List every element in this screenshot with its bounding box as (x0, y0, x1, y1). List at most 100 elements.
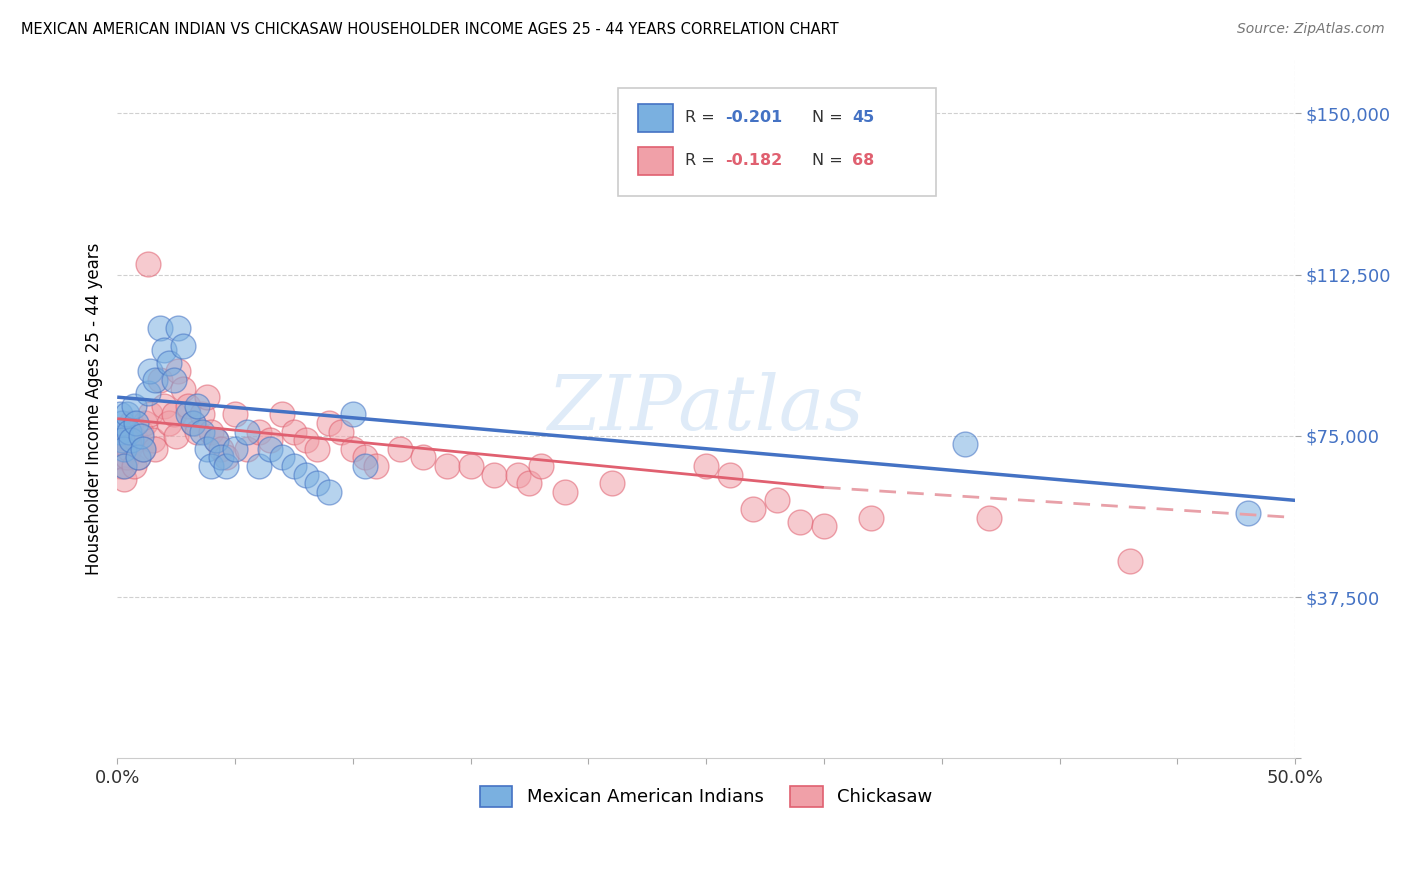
Point (129, 425, 152, 439)
Point (283, 458, 305, 473)
Point (186, 425, 208, 439)
Point (789, 515, 811, 529)
Point (412, 450, 434, 465)
FancyBboxPatch shape (638, 103, 673, 132)
Point (506, 467, 529, 482)
Point (111, 433, 134, 447)
Point (112, 472, 135, 486)
Point (860, 510, 883, 524)
Point (143, 442, 166, 456)
Point (224, 408, 246, 422)
Point (165, 429, 187, 443)
Point (205, 433, 228, 447)
Point (111, 450, 134, 465)
Text: MEXICAN AMERICAN INDIAN VS CHICKASAW HOUSEHOLDER INCOME AGES 25 - 44 YEARS CORRE: MEXICAN AMERICAN INDIAN VS CHICKASAW HOU… (21, 22, 839, 37)
Point (125, 433, 148, 447)
Point (259, 433, 281, 447)
Text: Source: ZipAtlas.com: Source: ZipAtlas.com (1237, 22, 1385, 37)
Point (141, 433, 163, 447)
Point (353, 458, 375, 473)
Point (247, 425, 270, 439)
Point (519, 476, 541, 491)
Point (177, 408, 200, 422)
Point (318, 416, 340, 430)
Point (977, 510, 1000, 524)
Point (330, 425, 353, 439)
Point (200, 425, 222, 439)
Point (134, 416, 156, 430)
Point (482, 467, 505, 482)
Point (205, 433, 228, 447)
Point (115, 408, 138, 422)
Point (139, 364, 162, 378)
Text: N =: N = (813, 153, 848, 169)
Point (214, 450, 236, 465)
Point (271, 408, 294, 422)
Point (136, 257, 159, 271)
Point (259, 442, 281, 456)
Point (153, 399, 176, 413)
Point (136, 385, 159, 400)
Point (108, 425, 131, 439)
Point (530, 458, 553, 473)
Point (167, 321, 190, 335)
Point (127, 450, 149, 465)
Point (111, 429, 134, 443)
Point (149, 321, 172, 335)
Point (120, 416, 142, 430)
Point (177, 399, 200, 413)
Text: 68: 68 (852, 153, 875, 169)
Point (307, 442, 329, 456)
Point (112, 458, 135, 473)
FancyBboxPatch shape (617, 87, 936, 196)
Point (172, 382, 194, 396)
Point (236, 442, 259, 456)
Point (118, 442, 141, 456)
FancyBboxPatch shape (638, 147, 673, 175)
Point (108, 442, 131, 456)
Text: R =: R = (685, 153, 720, 169)
Point (172, 338, 194, 352)
Point (181, 416, 204, 430)
Y-axis label: Householder Income Ages 25 - 44 years: Householder Income Ages 25 - 44 years (86, 243, 103, 575)
Point (742, 502, 765, 516)
Point (342, 408, 364, 422)
Point (132, 442, 155, 456)
Point (209, 450, 232, 465)
Text: 45: 45 (852, 110, 875, 125)
Point (294, 433, 316, 447)
Point (118, 425, 141, 439)
Point (200, 458, 222, 473)
Point (1119, 553, 1142, 567)
Text: N =: N = (813, 110, 848, 125)
Point (167, 364, 190, 378)
Text: -0.182: -0.182 (725, 153, 782, 169)
Text: R =: R = (685, 110, 720, 125)
Point (195, 390, 218, 404)
Point (695, 458, 717, 473)
Point (366, 458, 388, 473)
Point (153, 343, 176, 357)
Point (181, 416, 204, 430)
Point (214, 458, 236, 473)
Point (149, 373, 172, 387)
Point (111, 416, 134, 430)
Point (108, 408, 131, 422)
Point (129, 429, 152, 443)
Point (127, 450, 149, 465)
Point (191, 425, 214, 439)
Point (554, 484, 576, 499)
Point (157, 416, 180, 430)
Point (460, 458, 482, 473)
Point (132, 442, 155, 456)
Point (115, 433, 138, 447)
Point (122, 458, 145, 473)
Point (436, 458, 458, 473)
Point (209, 442, 232, 456)
Point (765, 493, 787, 508)
Point (388, 442, 411, 456)
Point (143, 373, 166, 387)
Point (813, 519, 835, 533)
Point (115, 450, 138, 465)
Legend: Mexican American Indians, Chickasaw: Mexican American Indians, Chickasaw (471, 777, 942, 815)
